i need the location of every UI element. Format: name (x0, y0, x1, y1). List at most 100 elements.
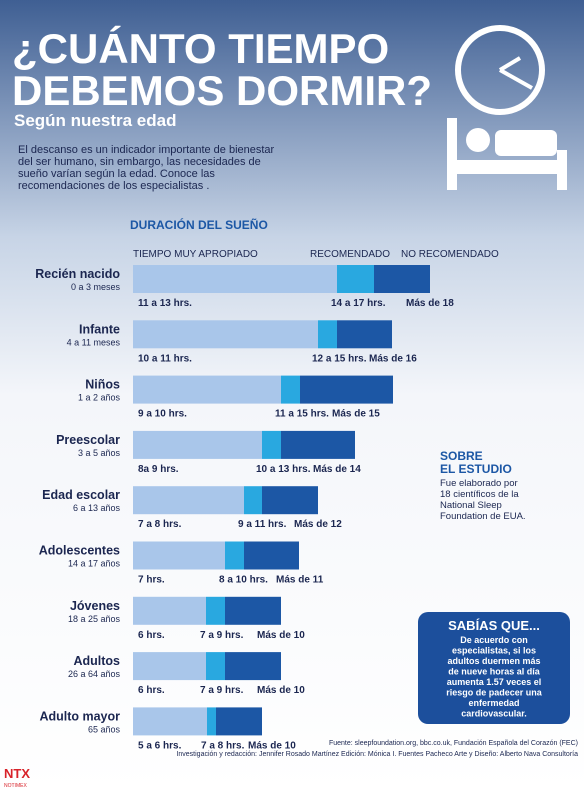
bar-segment (337, 265, 374, 293)
group-name: Infante (79, 322, 120, 336)
bar-segment (133, 430, 262, 459)
range-label: Más de 10 (248, 740, 296, 751)
did-you-know-line: de nueve horas al día (448, 667, 541, 677)
group-name: Niños (85, 378, 120, 392)
bar-segment (225, 596, 281, 625)
bar-segment (318, 320, 337, 349)
legend-item: RECOMENDADO (310, 249, 390, 260)
bar-segment (225, 652, 281, 681)
group-age: 6 a 13 años (73, 503, 121, 513)
group-age: 1 a 2 años (78, 393, 121, 403)
group-age: 18 a 25 años (68, 614, 121, 624)
bar-segment (133, 486, 244, 515)
bar-segment (133, 265, 337, 293)
intro-line: El descanso es un indicador importante d… (18, 144, 275, 156)
did-you-know-line: adultos duermen más (447, 656, 540, 666)
bar-segment (244, 541, 299, 570)
range-label: 10 a 13 hrs. (256, 464, 311, 475)
group-age: 4 a 11 meses (67, 337, 121, 347)
clock-icon (455, 25, 545, 115)
range-label: 7 hrs. (138, 575, 165, 586)
group-age: 3 a 5 años (78, 448, 121, 458)
range-label: 9 a 11 hrs. (238, 519, 287, 530)
range-label: Más de 10 (257, 630, 305, 641)
did-you-know-line: enfermedad (468, 698, 519, 708)
range-label: 14 a 17 hrs. (331, 298, 386, 309)
intro-line: sueño varían según la edad. Conoce las (18, 168, 215, 180)
bar-segment (225, 541, 244, 570)
bar-segment (216, 707, 262, 736)
bar-segment (133, 541, 225, 570)
range-label: 7 a 8 hrs. (201, 740, 245, 751)
range-label: Más de 18 (406, 298, 454, 309)
range-label: Más de 12 (294, 519, 342, 530)
group-age: 26 a 64 años (68, 669, 121, 679)
did-you-know-line: De acuerdo con (460, 635, 528, 645)
title-line-1: ¿CUÁNTO TIEMPO (12, 25, 389, 72)
range-label: 7 a 8 hrs. (138, 519, 182, 530)
range-label: 11 a 13 hrs. (138, 298, 192, 309)
group-age: 14 a 17 años (68, 559, 121, 569)
logo-sub: NOTIMEX (4, 783, 27, 789)
group-name: Preescolar (56, 433, 120, 447)
group-name: Jóvenes (70, 599, 120, 613)
did-you-know-line: especialistas, si los (452, 646, 536, 656)
legend-item: TIEMPO MUY APROPIADO (133, 249, 258, 260)
bar-segment (262, 430, 281, 459)
range-label: Más de 15 (332, 409, 380, 420)
bar-segment (281, 430, 355, 459)
bar-segment (262, 486, 318, 515)
sources: Fuente: sleepfoundation.org, bbc.co.uk, … (329, 740, 578, 747)
range-label: 7 a 9 hrs. (200, 685, 244, 696)
about-line: National Sleep (440, 500, 502, 511)
logo: NTX (4, 766, 30, 781)
range-label: 8 a 10 hrs. (219, 575, 268, 586)
group-name: Adultos (73, 654, 120, 668)
range-label: Más de 11 (276, 575, 324, 586)
range-label: 12 a 15 hrs. (312, 353, 367, 364)
range-label: 7 a 9 hrs. (200, 630, 244, 641)
group-age: 65 años (88, 724, 121, 734)
bar-segment (281, 375, 300, 404)
range-label: 5 a 6 hrs. (138, 740, 182, 751)
bar-segment (300, 375, 393, 404)
bed-icon (447, 118, 567, 190)
group-name: Adulto mayor (39, 709, 120, 723)
range-label: 10 a 11 hrs. (138, 353, 192, 364)
range-label: 6 hrs. (138, 630, 165, 641)
bar-segment (206, 596, 225, 625)
did-you-know-box (418, 612, 570, 724)
bar-segment (374, 265, 430, 293)
subtitle: Según nuestra edad (14, 111, 176, 130)
did-you-know-line: riesgo de padecer una (446, 688, 543, 698)
section-title: DURACIÓN DEL SUEÑO (130, 217, 268, 232)
bar-segment (206, 652, 225, 681)
about-title: EL ESTUDIO (440, 462, 512, 476)
range-label: 9 a 10 hrs. (138, 409, 187, 420)
group-name: Recién nacido (35, 267, 120, 281)
range-label: 8a 9 hrs. (138, 464, 179, 475)
group-age: 0 a 3 meses (71, 282, 121, 292)
bar-segment (337, 320, 392, 349)
bar-segment (133, 707, 207, 736)
range-label: Más de 10 (257, 685, 305, 696)
bar-segment (244, 486, 262, 515)
group-name: Edad escolar (42, 488, 120, 502)
legend-item: NO RECOMENDADO (401, 249, 499, 260)
title-line-2: DEBEMOS DORMIR? (12, 67, 432, 114)
range-label: 6 hrs. (138, 685, 165, 696)
did-you-know-line: cardiovascular. (461, 709, 527, 719)
about-line: Foundation de EUA. (440, 511, 526, 522)
bar-segment (133, 320, 318, 349)
group-name: Adolescentes (39, 544, 120, 558)
bar-segment (133, 375, 281, 404)
about-line: Fue elaborado por (440, 478, 518, 489)
did-you-know-title: SABÍAS QUE... (448, 618, 540, 633)
range-label: Más de 14 (313, 464, 361, 475)
bar-segment (133, 652, 206, 681)
credits: Investigación y redacción: Jennifer Rosa… (176, 751, 578, 758)
about-line: 18 científicos de la (440, 489, 519, 500)
bar-segment (133, 596, 206, 625)
